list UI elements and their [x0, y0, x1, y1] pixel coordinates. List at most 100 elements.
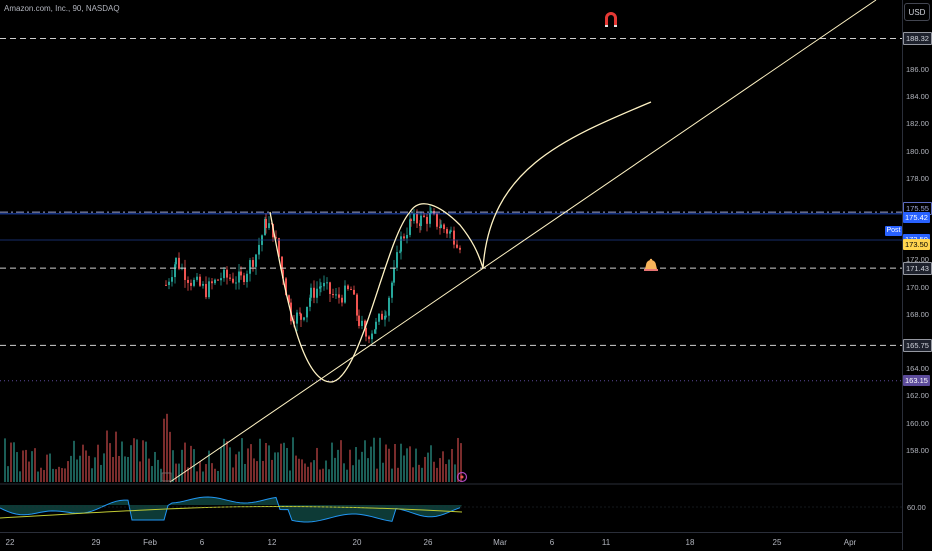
volume-bar [100, 464, 102, 482]
candle-body [193, 279, 195, 286]
volume-bar [379, 437, 381, 482]
volume-bar [301, 459, 303, 482]
candle-body [174, 264, 176, 278]
currency-button[interactable]: USD [904, 3, 930, 21]
price-axis[interactable] [902, 0, 932, 550]
candle-body [268, 223, 270, 228]
volume-bar [373, 437, 375, 482]
volume-bar [139, 461, 141, 482]
candle-body [375, 321, 377, 330]
volume-bar [112, 456, 114, 482]
time-label: 12 [267, 538, 277, 547]
volume-bar [223, 438, 225, 482]
candle-body [190, 282, 192, 286]
candle-body [368, 336, 370, 340]
price-tick: 184.00 [906, 92, 929, 102]
price-level-tag: 171.43 [903, 262, 932, 276]
symbol-title[interactable]: Amazon.com, Inc., 90, NASDAQ [4, 4, 120, 13]
candle-body [378, 313, 380, 322]
volume-bar [160, 468, 162, 482]
time-axis[interactable] [0, 532, 902, 551]
time-label: 18 [685, 538, 695, 547]
volume-bar [79, 455, 81, 482]
volume-bar [382, 462, 384, 482]
candle-body [238, 271, 240, 283]
volume-bar [334, 457, 336, 482]
volume-bar [376, 468, 378, 482]
candle-body [165, 284, 167, 286]
volume-bar [49, 453, 51, 482]
candle-body [429, 213, 431, 224]
volume-bar [157, 459, 159, 482]
candle-body [316, 288, 318, 298]
volume-bar [271, 459, 273, 482]
candle-body [416, 213, 418, 224]
volume-bar [106, 430, 108, 482]
volume-bar [178, 463, 180, 482]
volume-bar [352, 465, 354, 482]
candle-body [353, 289, 355, 295]
volume-bar [268, 445, 270, 482]
volume-bar [187, 467, 189, 482]
candle-body [396, 252, 398, 268]
candle-body [258, 244, 260, 255]
volume-bar [289, 470, 291, 482]
oscillator-ma-line [0, 505, 463, 519]
volume-bar [133, 438, 135, 482]
volume-bar [340, 440, 342, 482]
volume-bar [109, 443, 111, 482]
volume-bar [391, 468, 393, 482]
candle-body [456, 244, 458, 248]
candle-body [374, 329, 376, 334]
time-label: 26 [423, 538, 433, 547]
candle-body [393, 267, 395, 283]
volume-bar [457, 437, 459, 482]
volume-bar [304, 463, 306, 482]
volume-bar [460, 443, 462, 482]
candle-body [365, 327, 367, 337]
candle-body [171, 277, 173, 282]
post-badge: Post [885, 226, 902, 236]
volume-bar [253, 458, 255, 482]
candle-body [303, 317, 305, 320]
candle-body [299, 312, 301, 314]
volume-bar [397, 467, 399, 482]
time-label: 29 [91, 538, 101, 547]
volume-bar [403, 455, 405, 482]
candle-body [420, 215, 422, 227]
candle-body [323, 282, 325, 287]
volume-bar [10, 442, 12, 482]
volume-bar [91, 468, 93, 482]
volume-bar [442, 451, 444, 482]
volume-bar [211, 463, 213, 482]
candle-body [381, 313, 383, 320]
volume-bar [295, 455, 297, 482]
volume-bar [124, 456, 126, 482]
volume-bar [118, 455, 120, 482]
volume-bar [256, 461, 258, 482]
volume-bar [415, 448, 417, 482]
price-tick: 158.00 [906, 445, 929, 455]
candle-body [229, 277, 231, 279]
candle-body [223, 269, 225, 279]
last-price-tag: 173.50 [903, 239, 930, 250]
candle-body [361, 320, 363, 326]
volume-bar [166, 413, 168, 482]
candle-body [400, 236, 402, 252]
volume-bar [286, 447, 288, 482]
trend-line [169, 0, 877, 483]
candle-body [240, 271, 242, 276]
price-level-tag: 175.42 [903, 211, 930, 223]
volume-bar [46, 454, 48, 482]
volume-bar [70, 455, 72, 482]
volume-bar [40, 467, 42, 482]
volume-bar [13, 442, 15, 482]
candle-body [364, 320, 366, 328]
volume-bar [337, 449, 339, 482]
candle-body [423, 215, 425, 217]
volume-bar [349, 449, 351, 482]
candle-body [310, 287, 312, 298]
volume-bar [328, 469, 330, 482]
